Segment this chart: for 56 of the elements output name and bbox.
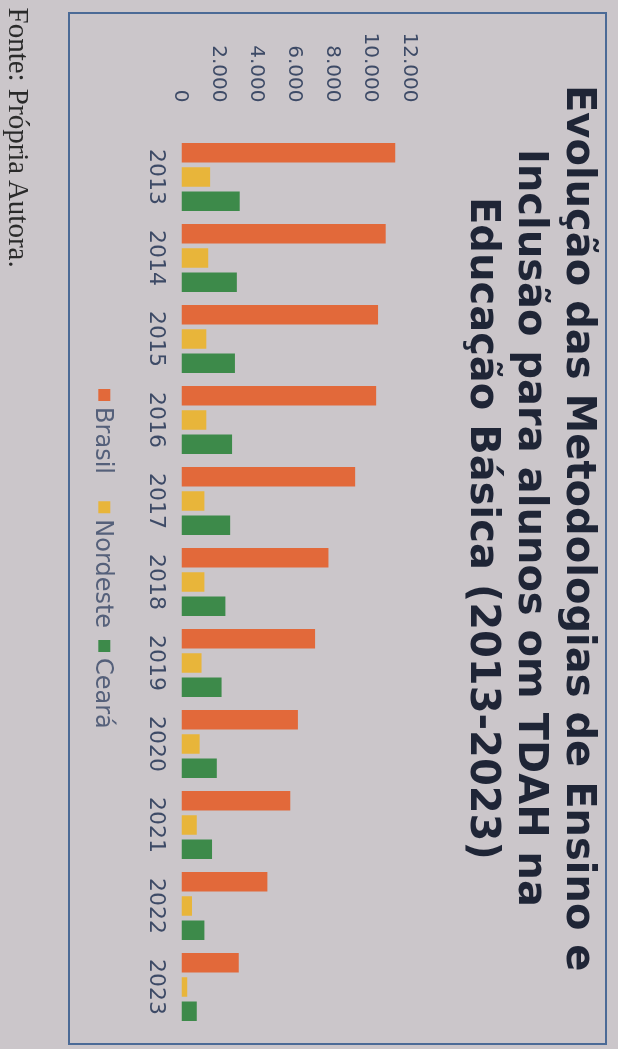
y-tick-label: 2023 (144, 959, 170, 1016)
bar (181, 434, 233, 455)
bar (181, 977, 188, 997)
bar (181, 1001, 197, 1022)
y-tick-label: 2014 (144, 230, 170, 287)
bar (181, 329, 207, 349)
legend-label: Nordeste (90, 519, 119, 629)
bar (181, 596, 226, 617)
x-tick-label: 8.000 (322, 45, 347, 103)
bar (181, 466, 356, 487)
y-tick-label: 2018 (144, 554, 170, 611)
bar (181, 515, 231, 536)
bar (181, 871, 268, 892)
bar (181, 223, 386, 244)
x-tick-label: 12.000 (398, 32, 423, 103)
text: Evolução das Metodologias de Ensino e Inclusão para alunos om TDAH na Educação Básica (2013-2023) (461, 84, 605, 974)
x-tick-label: 4.000 (245, 45, 270, 103)
x-tick-label: 6.000 (284, 45, 308, 103)
bar (181, 653, 202, 673)
bar (181, 758, 217, 779)
x-tick-label: 2.000 (207, 45, 232, 103)
bar (181, 491, 205, 511)
y-tick-label: 2016 (144, 392, 170, 449)
source-note: Fonte: Própria Autora. (2, 7, 35, 268)
bar (181, 952, 239, 973)
bar (181, 790, 291, 811)
bar (181, 272, 237, 293)
bar (181, 353, 235, 374)
bar (181, 191, 240, 212)
bar (181, 734, 200, 754)
bar (181, 142, 396, 163)
bar (181, 628, 316, 649)
y-tick-label: 2021 (144, 797, 170, 854)
bar (181, 385, 377, 406)
y-tick-label: 2022 (144, 878, 170, 935)
x-tick-label: 0 (169, 89, 194, 103)
legend-label: Ceará (90, 657, 119, 729)
legend-label: Brasil (90, 407, 119, 475)
bar (181, 920, 205, 941)
bar (181, 304, 379, 325)
bar (181, 572, 205, 592)
bar (181, 248, 209, 268)
y-tick-label: 2019 (144, 635, 170, 692)
bar (181, 547, 329, 568)
bar (181, 815, 197, 835)
bar (181, 410, 207, 430)
bar (181, 677, 222, 698)
bar (181, 839, 213, 860)
y-tick-label: 2020 (144, 716, 170, 773)
x-tick-label: 10.000 (360, 32, 385, 103)
bar (181, 896, 192, 916)
y-tick-label: 2017 (144, 473, 170, 530)
y-tick-label: 2013 (144, 149, 170, 206)
y-tick-label: 2015 (144, 311, 170, 368)
bar (181, 709, 298, 730)
bar (181, 167, 211, 187)
